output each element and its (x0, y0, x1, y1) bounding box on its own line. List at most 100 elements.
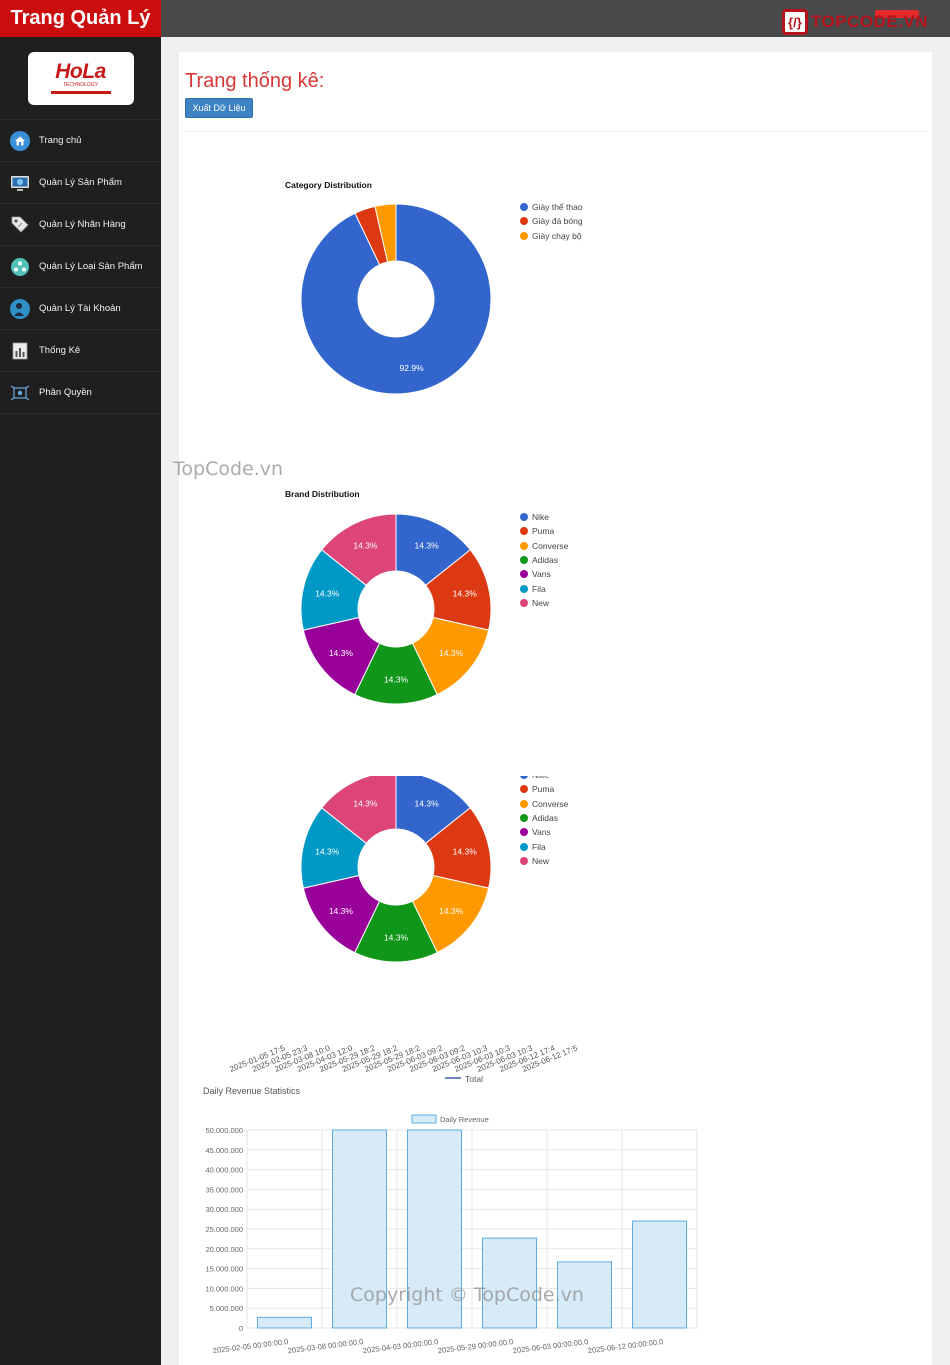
x-tick-label: 2025-03-08 00:00:00.0 (287, 1337, 363, 1355)
chart-title: Daily Revenue Statistics (203, 1086, 301, 1096)
y-tick-label: 5.000.000 (210, 1304, 243, 1313)
legend-label: Converse (532, 798, 569, 809)
account-icon (9, 298, 31, 320)
brand-legend-2: Nike Puma Converse Adidas Vans Fila New (520, 776, 568, 868)
app-title[interactable]: Trang Quản Lý (0, 0, 161, 37)
sidebar-item-products[interactable]: Quản Lý Sản Phẩm (0, 162, 161, 204)
legend-label: Nike (532, 512, 550, 523)
x-tick-label: 2025-02-05 00:00:00.0 (212, 1337, 288, 1355)
legend-swatch (520, 231, 528, 240)
sidebar-item-label: Thống Kê (39, 345, 81, 356)
export-data-button[interactable]: Xuất Dữ Liệu (185, 98, 253, 118)
pie-data-label: 14.3% (439, 648, 464, 658)
legend-item[interactable]: Adidas (520, 553, 568, 567)
legend-label: New (532, 855, 550, 866)
legend-swatch (520, 541, 528, 550)
bar[interactable] (632, 1220, 687, 1329)
header-divider (185, 131, 927, 132)
pie-data-label: 14.3% (415, 798, 440, 808)
y-tick-label: 50.000.000 (205, 1126, 243, 1135)
sidebar-item-categories[interactable]: Quản Lý Loại Sản Phẩm (0, 246, 161, 288)
y-tick-label: 15.000.000 (205, 1265, 243, 1274)
legend-label: New (532, 597, 550, 608)
sidebar-item-home[interactable]: Trang chủ (0, 120, 161, 162)
bar[interactable] (332, 1129, 387, 1329)
legend-item[interactable]: New (520, 596, 568, 610)
pie-data-label: 14.3% (353, 540, 378, 550)
sidebar-item-label: Trang chủ (39, 135, 82, 146)
y-tick-label: 30.000.000 (205, 1205, 243, 1214)
legend-label: Puma (532, 526, 555, 537)
topcode-accent (875, 10, 919, 18)
legend-swatch (520, 598, 528, 607)
legend-item[interactable]: Converse (520, 539, 568, 553)
legend-swatch (520, 513, 528, 522)
legend-swatch (520, 584, 528, 593)
legend-item[interactable]: Vans (520, 567, 568, 581)
legend-label: Adidas (532, 555, 558, 566)
y-tick-label: 10.000.000 (205, 1284, 243, 1293)
brand-pie-chart-2: 14.3% 14.3% 14.3% 14.3% 14.3% 14.3% 14.3% (300, 776, 492, 963)
legend-item[interactable]: Puma (520, 524, 568, 538)
legend-swatch (520, 814, 528, 823)
legend-swatch (520, 842, 528, 851)
legend-item[interactable]: Nike (520, 776, 568, 782)
legend-item[interactable]: Vans (520, 825, 568, 839)
pie-data-label: 14.3% (315, 846, 340, 856)
watermark-top: TopCode.vn (173, 458, 284, 480)
legend-swatch[interactable] (411, 1114, 437, 1124)
legend-swatch (520, 856, 528, 865)
chart-title: Brand Distribution (285, 489, 360, 499)
sidebar-item-brands[interactable]: Quản Lý Nhãn Hàng (0, 204, 161, 246)
pie-data-label: 14.3% (329, 906, 354, 916)
bar[interactable] (482, 1237, 537, 1329)
y-tick-label: 40.000.000 (205, 1166, 243, 1175)
category-icon (9, 256, 31, 278)
y-tick-label: 35.000.000 (205, 1185, 243, 1194)
legend-item[interactable]: Giày đá bóng (520, 214, 583, 228)
sidebar-item-accounts[interactable]: Quản Lý Tài Khoản (0, 288, 161, 330)
hola-logo[interactable]: HoLa TECHNOLOGY (27, 51, 134, 105)
watermark-bottom: Copyright © TopCode.vn (350, 1284, 584, 1306)
pie-slice[interactable] (321, 776, 397, 845)
legend-swatch (520, 828, 528, 837)
legend-item[interactable]: Converse (520, 797, 568, 811)
pie-slice[interactable] (321, 513, 397, 587)
pie-data-label: 14.3% (329, 648, 354, 658)
tag-icon (9, 214, 31, 236)
legend-item[interactable]: Adidas (520, 811, 568, 825)
legend-swatch (520, 570, 528, 579)
stats-icon (9, 340, 31, 362)
logo-sub: TECHNOLOGY (62, 82, 98, 88)
legend-item[interactable]: Fila (520, 581, 568, 595)
legend-swatch (520, 203, 528, 212)
logo-main: HoLa (55, 60, 106, 83)
pie-slice[interactable] (374, 203, 397, 263)
sidebar-item-stats[interactable]: Thống Kê (0, 330, 161, 372)
legend-label: Converse (532, 540, 569, 551)
legend-item[interactable]: New (520, 854, 568, 868)
bar[interactable] (407, 1129, 462, 1329)
pie-data-label: 14.3% (315, 588, 340, 598)
legend-item[interactable]: Giày chạy bộ (520, 229, 583, 243)
bar[interactable] (257, 1316, 312, 1329)
pie-slice[interactable] (300, 203, 492, 395)
legend-label: Total (465, 1074, 483, 1084)
category-legend: Giày thể thao Giày đá bóng Giày chạy bộ (520, 200, 583, 243)
y-tick-label: 25.000.000 (205, 1225, 243, 1234)
sidebar-item-permissions[interactable]: Phân Quyền (0, 372, 161, 414)
legend-item[interactable]: Fila (520, 839, 568, 853)
legend-item[interactable]: Giày thể thao (520, 200, 583, 214)
category-pie-chart: 92.9% (300, 203, 492, 395)
legend-item[interactable]: Nike (520, 510, 568, 524)
legend-swatch (520, 799, 528, 808)
logo-bar (50, 91, 111, 94)
legend-item[interactable]: Puma (520, 782, 568, 796)
sidebar-item-label: Quản Lý Nhãn Hàng (39, 219, 126, 230)
pie-data-label: 14.3% (453, 846, 478, 856)
topcode-brand: TOPCODE.VN (810, 12, 928, 31)
legend-label: Giày thể thao (532, 202, 583, 213)
bar[interactable] (557, 1261, 612, 1329)
legend-label: Vans (532, 569, 551, 580)
